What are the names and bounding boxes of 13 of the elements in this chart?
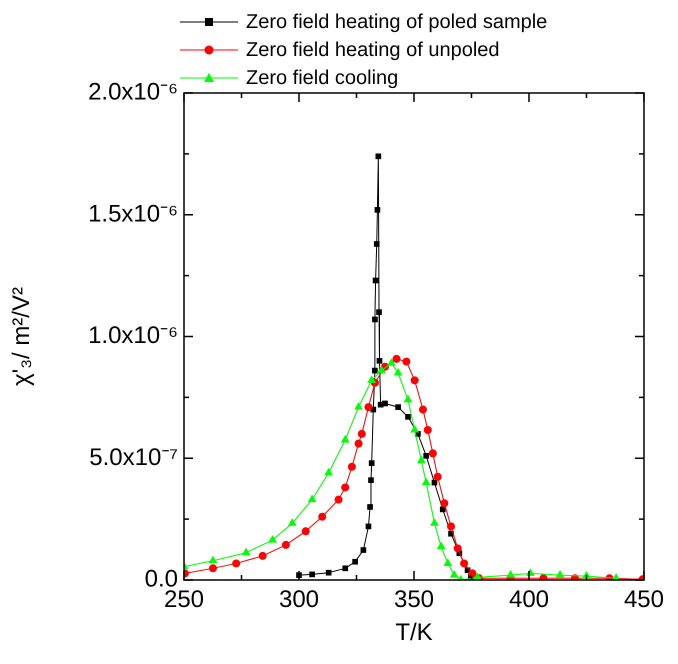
legend-label: Zero field heating of unpoled [246, 38, 500, 63]
y-tick-label: 1.0x10⁻⁶ [88, 322, 178, 350]
y-tick-label: 1.5x10⁻⁶ [88, 200, 178, 228]
y-axis-title: χ'₃/ m²/V² [8, 287, 36, 386]
legend-label: Zero field heating of poled sample [246, 10, 548, 35]
x-tick-label: 450 [624, 586, 664, 614]
y-tick-label: 2.0x10⁻⁶ [88, 78, 178, 106]
legend-label: Zero field cooling [246, 66, 398, 91]
x-axis-title: T/K [395, 619, 433, 646]
x-tick-label: 350 [394, 586, 434, 614]
x-tick-label: 300 [278, 586, 320, 614]
y-tick-label: 5.0x10⁻⁷ [89, 444, 178, 471]
x-tick-label: 400 [508, 586, 550, 614]
